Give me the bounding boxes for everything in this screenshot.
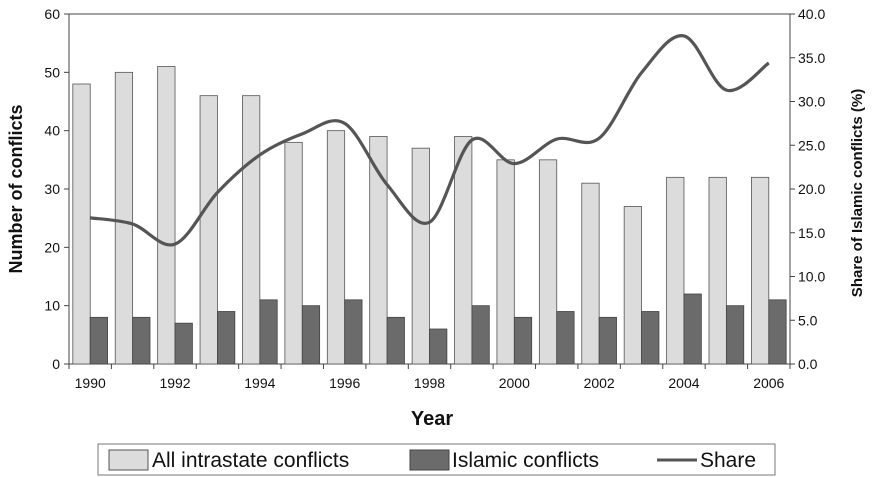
x-tick-label: 1990 <box>75 375 106 391</box>
legend-label-islamic-conflicts: Islamic conflicts <box>452 449 599 472</box>
right-y-tick-label: 5.0 <box>798 312 818 328</box>
legend-swatch-all-intrastate-conflicts <box>108 449 149 471</box>
bar-islamic-1991 <box>132 316 151 365</box>
bar-all-intrastate-2006 <box>751 176 770 365</box>
right-y-tick-label: 35.0 <box>798 50 825 66</box>
right-y-tick-label: 25.0 <box>798 137 825 153</box>
bar-all-intrastate-1992 <box>157 66 176 365</box>
bar-all-intrastate-1997 <box>369 136 388 365</box>
x-tick-label: 1994 <box>244 375 275 391</box>
legend: All intrastate conflicts Islamic conflic… <box>97 443 776 476</box>
x-tick-label: 1996 <box>329 375 360 391</box>
left-y-axis-title: Number of conflicts <box>6 104 26 273</box>
bar-all-intrastate-2003 <box>623 206 642 365</box>
bar-all-intrastate-1994 <box>242 95 261 365</box>
legend-label-all-intrastate-conflicts: All intrastate conflicts <box>152 449 349 472</box>
bar-islamic-1994 <box>259 299 278 365</box>
bar-all-intrastate-2002 <box>581 182 600 365</box>
bar-islamic-2002 <box>598 316 617 365</box>
x-axis: 1990 1992 1994 1996 1998 2000 2002 2004 2006 <box>68 364 791 391</box>
bars-all-intrastate-conflicts <box>72 66 770 365</box>
bar-all-intrastate-2004 <box>666 176 685 365</box>
right-y-tick-label: 0.0 <box>798 356 818 372</box>
left-y-tick-label: 40 <box>44 123 60 139</box>
bar-islamic-1995 <box>301 305 321 365</box>
bar-islamic-1990 <box>89 316 108 365</box>
bar-all-intrastate-2005 <box>708 176 727 365</box>
bar-all-intrastate-1991 <box>114 71 134 365</box>
left-y-tick-label: 0 <box>52 356 60 372</box>
right-y-tick-label: 10.0 <box>798 269 825 285</box>
right-y-axis: 0.0 5.0 10.0 15.0 20.0 25.0 30.0 35.0 40.0 <box>790 6 825 372</box>
share-line <box>89 34 770 247</box>
x-tick-label: 2000 <box>499 375 530 391</box>
legend-swatch-islamic-conflicts <box>409 449 450 471</box>
left-y-tick-label: 20 <box>44 239 60 255</box>
right-y-tick-label: 15.0 <box>798 225 825 241</box>
bar-all-intrastate-1995 <box>284 141 303 365</box>
x-tick-label: 2002 <box>584 375 615 391</box>
left-y-axis: 0 10 20 30 40 50 60 <box>44 6 69 372</box>
left-y-tick-label: 30 <box>44 181 60 197</box>
bar-islamic-2005 <box>725 305 745 365</box>
bar-islamic-2003 <box>641 311 660 365</box>
bar-all-intrastate-2000 <box>496 159 515 365</box>
bar-islamic-1993 <box>217 311 236 365</box>
right-y-tick-label: 30.0 <box>798 94 825 110</box>
bar-islamic-1999 <box>471 305 490 365</box>
bar-islamic-2004 <box>683 293 702 365</box>
legend-label-share: Share <box>700 449 756 472</box>
bar-islamic-1996 <box>344 299 363 365</box>
x-axis-title: Year <box>411 408 453 430</box>
bar-all-intrastate-1999 <box>454 136 473 365</box>
x-tick-label: 1998 <box>414 375 445 391</box>
x-tick-label: 2004 <box>668 375 699 391</box>
right-y-tick-label: 40.0 <box>798 6 825 22</box>
left-y-tick-label: 60 <box>44 6 60 22</box>
bar-all-intrastate-1993 <box>199 95 218 365</box>
bars-islamic-conflicts <box>89 293 787 365</box>
left-y-tick-label: 50 <box>44 64 60 80</box>
bar-islamic-1998 <box>429 328 448 365</box>
left-y-tick-label: 10 <box>44 298 60 314</box>
bar-islamic-2000 <box>513 316 533 365</box>
share-line-series <box>89 34 770 247</box>
bar-islamic-2001 <box>556 311 575 365</box>
right-y-axis-title: Share of Islamic conflicts (%) <box>849 89 866 297</box>
bar-all-intrastate-1996 <box>326 130 346 365</box>
bar-all-intrastate-1990 <box>72 83 91 365</box>
bar-all-intrastate-2001 <box>538 159 558 365</box>
bar-all-intrastate-1998 <box>411 147 430 365</box>
bar-islamic-1992 <box>174 322 193 365</box>
x-tick-label: 2006 <box>753 375 784 391</box>
bar-islamic-1997 <box>386 316 405 365</box>
bar-islamic-2006 <box>768 299 787 365</box>
x-tick-label: 1992 <box>159 375 190 391</box>
right-y-tick-label: 20.0 <box>798 181 825 197</box>
